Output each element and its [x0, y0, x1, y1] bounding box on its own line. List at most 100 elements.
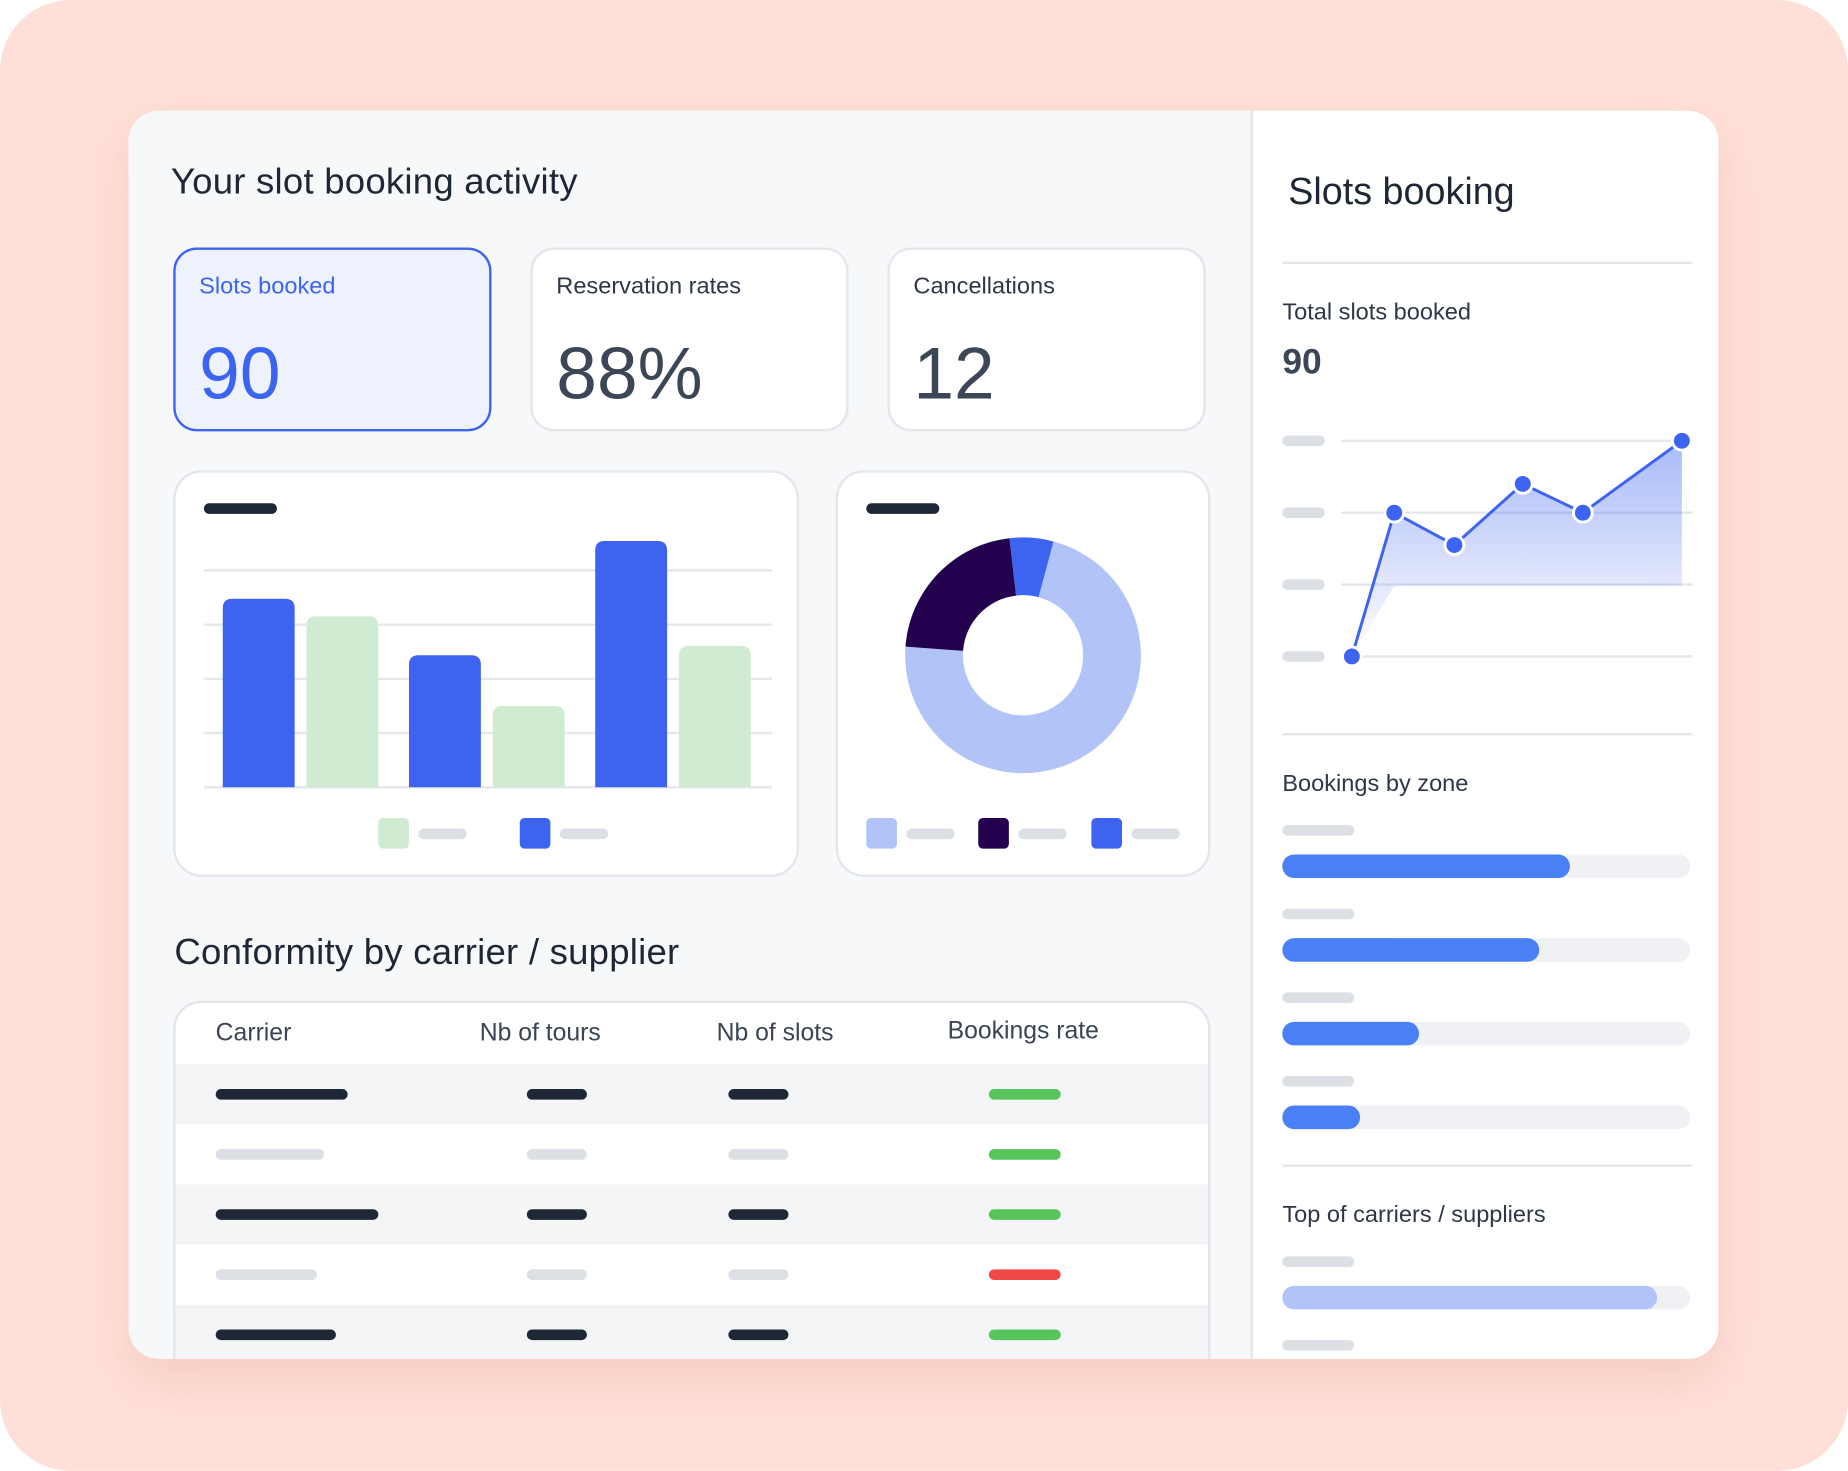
column-header-tours[interactable]: Nb of tours — [479, 1019, 601, 1047]
column-header-slots[interactable]: Nb of slots — [716, 1019, 834, 1047]
table-row[interactable] — [175, 1184, 1209, 1245]
tours-cell — [526, 1329, 587, 1341]
area-fill — [1351, 440, 1682, 657]
tours-cell — [526, 1089, 587, 1100]
carrier-cell — [215, 1209, 379, 1220]
donut-chart — [866, 537, 1180, 849]
activity-panel: Your slot booking activity Slots booked … — [128, 110, 1251, 1359]
dashboard-card: Your slot booking activity Slots booked … — [128, 110, 1719, 1359]
legend-swatch — [866, 817, 897, 849]
carrier-label-placeholder — [1282, 1256, 1355, 1267]
zone-label-placeholder — [1282, 825, 1355, 836]
legend-label-placeholder — [418, 828, 467, 840]
table-row[interactable] — [175, 1304, 1209, 1359]
divider — [1282, 1164, 1693, 1167]
bookings-rate-cell — [988, 1269, 1061, 1280]
zone-bar — [1282, 1021, 1691, 1046]
carrier-bar — [1282, 1285, 1691, 1310]
legend-swatch — [519, 817, 551, 849]
slots-cell — [728, 1269, 789, 1280]
kpi-reservation-rates[interactable]: Reservation rates 88% — [530, 247, 849, 432]
total-slots-label: Total slots booked — [1282, 299, 1472, 326]
zone-label-placeholder — [1282, 1076, 1355, 1087]
kpi-value: 90 — [199, 333, 281, 415]
kpi-cancellations[interactable]: Cancellations 12 — [887, 247, 1206, 432]
zone-bar — [1282, 854, 1691, 879]
donut-slice — [905, 538, 1017, 651]
data-point — [1443, 534, 1466, 556]
bar — [595, 540, 668, 788]
sidebar-title: Slots booking — [1288, 169, 1515, 213]
slots-cell — [728, 1149, 789, 1160]
table-row[interactable] — [175, 1064, 1209, 1125]
table-row[interactable] — [176, 1124, 1208, 1184]
legend-label-placeholder — [1131, 828, 1180, 840]
legend-swatch — [1091, 817, 1123, 849]
conformity-title: Conformity by carrier / supplier — [174, 931, 680, 973]
data-point — [1511, 473, 1534, 495]
kpi-slots-booked[interactable]: Slots booked 90 — [173, 247, 492, 432]
slots-booking-sidebar: Slots booking Total slots booked 90 Book… — [1250, 110, 1719, 1359]
bookings-rate-cell — [988, 1089, 1061, 1100]
bar — [222, 598, 295, 788]
conformity-table: Carrier Nb of tours Nb of slots Bookings… — [173, 1000, 1211, 1359]
carrier-cell — [215, 1149, 325, 1160]
carrier-label-placeholder — [1282, 1340, 1355, 1351]
legend-label-placeholder — [559, 828, 609, 840]
bookings-rate-cell — [988, 1329, 1061, 1341]
data-point — [1340, 645, 1363, 668]
bar — [408, 655, 481, 788]
series-line — [1350, 439, 1683, 657]
zone-label-placeholder — [1282, 992, 1355, 1003]
carrier-cell — [215, 1329, 336, 1341]
chart-title-placeholder — [866, 503, 940, 514]
legend-swatch — [978, 817, 1009, 849]
chart-title-placeholder — [203, 503, 277, 514]
kpi-value: 12 — [913, 333, 995, 415]
carrier-cell — [215, 1089, 348, 1100]
legend-swatch — [378, 817, 409, 849]
bar — [678, 645, 751, 788]
activity-title: Your slot booking activity — [170, 160, 578, 202]
axis-tick-placeholder — [1282, 651, 1325, 662]
kpi-label: Slots booked — [199, 273, 336, 300]
bar-chart — [203, 540, 772, 849]
total-slots-value: 90 — [1282, 342, 1322, 382]
zone-label-placeholder — [1282, 908, 1355, 920]
zone-bar — [1282, 938, 1691, 962]
zone-bar — [1282, 1105, 1691, 1130]
carrier-cell — [215, 1269, 318, 1280]
divider — [1282, 261, 1693, 265]
column-header-carrier[interactable]: Carrier — [215, 1019, 292, 1047]
slots-cell — [728, 1089, 789, 1100]
bar — [306, 616, 379, 788]
data-point — [1670, 429, 1693, 452]
total-slots-line-chart — [1282, 429, 1693, 668]
data-point — [1383, 501, 1406, 524]
kpi-value: 88% — [556, 333, 703, 415]
kpi-label: Cancellations — [913, 273, 1055, 300]
axis-tick-placeholder — [1282, 507, 1325, 518]
tours-cell — [526, 1269, 587, 1280]
tours-cell — [526, 1149, 587, 1160]
donut-slice — [1009, 537, 1054, 598]
table-row[interactable] — [176, 1245, 1208, 1305]
zone-bar-fill — [1282, 1021, 1419, 1046]
slots-cell — [728, 1209, 789, 1220]
carrier-bar-fill — [1282, 1285, 1658, 1310]
top-carriers-label: Top of carriers / suppliers — [1282, 1202, 1546, 1229]
bar-chart-panel — [173, 470, 800, 877]
donut-slice — [905, 541, 1141, 774]
legend-label-placeholder — [906, 828, 955, 840]
slots-cell — [728, 1329, 789, 1341]
column-header-bookings-rate[interactable]: Bookings rate — [947, 1017, 1099, 1045]
axis-tick-placeholder — [1282, 435, 1325, 447]
donut-chart-panel — [835, 470, 1211, 877]
zone-bar-fill — [1282, 854, 1570, 879]
kpi-label: Reservation rates — [556, 273, 742, 300]
tours-cell — [526, 1209, 587, 1220]
divider — [1282, 733, 1693, 736]
zone-bar-fill — [1282, 1105, 1360, 1130]
legend-label-placeholder — [1018, 828, 1067, 840]
axis-tick-placeholder — [1282, 579, 1325, 590]
